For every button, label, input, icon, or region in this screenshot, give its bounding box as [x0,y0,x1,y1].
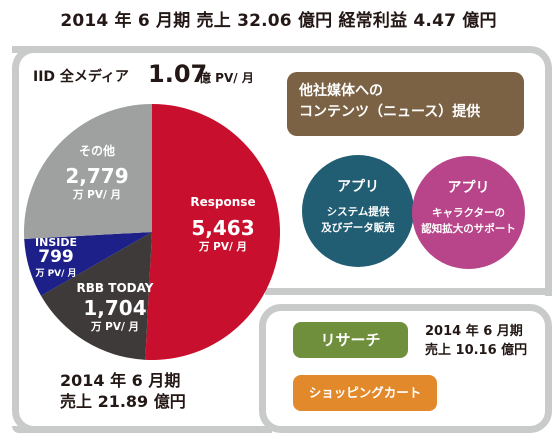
slice-unit: 万 PV/ 月 [91,321,139,333]
app-support-line2: 認知拡大のサポート [421,223,516,235]
media-frame-bottom [12,426,262,433]
slice-name: INSIDE [35,236,77,249]
media-total-unit: 億 PV/ 月 [199,71,254,85]
content-syndication-line2: コンテンツ（ニュース）提供 [299,104,481,120]
slice-label-rbbtoday: RBB TODAY 1,704 万 PV/ 月 [70,281,160,334]
slice-label-inside: INSIDE 799 万 PV/ 月 [28,236,84,279]
app-support-line1: キャラクターの [431,207,506,219]
slice-name: RBB TODAY [76,281,154,295]
app-system-title: アプリ [337,179,379,195]
research-sales-period: 2014 年 6 月期 [425,324,523,339]
app-system-circle: アプリ システム提供 及びデータ販売 [302,155,414,267]
media-sales-period: 2014 年 6 月期 [60,371,181,390]
pie-slice-rbb-today [41,232,152,360]
research-sales-amount: 売上 10.16 億円 [425,343,528,358]
app-system-line1: システム提供 [326,206,390,218]
pie-slice-その他 [23,104,152,239]
slice-unit: 万 PV/ 月 [35,269,77,279]
slice-unit: 万 PV/ 月 [73,189,121,201]
pie-slice-inside [24,232,152,296]
media-sales-amount: 売上 21.89 億円 [60,392,186,411]
services-frame-bottom [265,288,552,295]
media-total-label: IID 全メディア [33,69,129,85]
app-support-circle: アプリ キャラクターの 認知拡大のサポート [412,156,525,269]
shopping-cart-box: ショッピングカート [293,375,437,411]
media-sales-summary: 2014 年 6 月期 売上 21.89 億円 [60,370,186,412]
slice-name: その他 [78,144,115,158]
slice-value: 799 [38,247,74,267]
content-syndication-box: 他社媒体への コンテンツ（ニュース）提供 [287,72,524,136]
slice-value: 1,704 [83,296,147,320]
slice-value: 2,779 [65,164,129,188]
slice-label-response: Response 5,463 万 PV/ 月 [178,195,268,254]
pie-slice-response [145,104,281,361]
media-total-value: 1.07 [148,60,208,88]
slice-value: 5,463 [191,216,255,240]
slice-name: Response [190,195,256,209]
page-title: 2014 年 6 月期 売上 32.06 億円 経常利益 4.47 億円 [60,11,497,31]
services-frame [12,46,552,296]
slice-label-other: その他 2,779 万 PV/ 月 [57,142,137,202]
research-sales: 2014 年 6 月期 売上 10.16 億円 [425,322,527,360]
app-system-line2: 及びデータ販売 [321,222,395,234]
research-box: リサーチ [293,322,408,358]
slice-unit: 万 PV/ 月 [199,241,247,253]
app-support-title: アプリ [447,180,490,196]
content-syndication-line1: 他社媒体への [299,83,383,99]
